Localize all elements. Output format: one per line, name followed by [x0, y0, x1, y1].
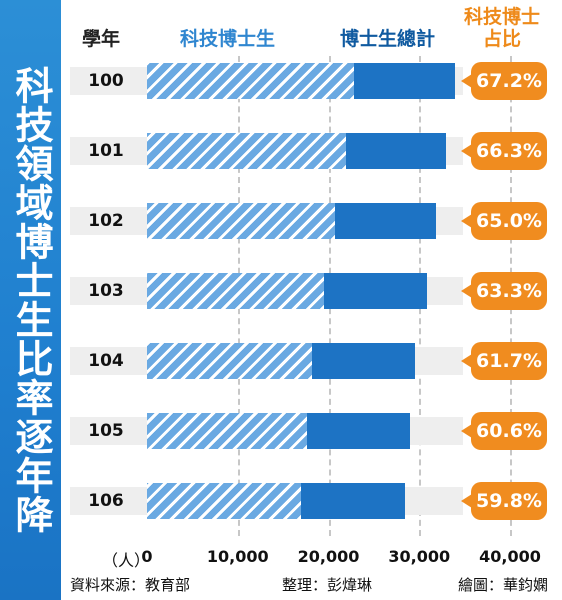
axis-unit-label: （人）: [102, 551, 151, 570]
x-tick-label: 0: [141, 547, 153, 566]
year-label: 104: [88, 351, 124, 371]
year-label: 103: [88, 281, 124, 301]
share-badge: 66.3%: [461, 132, 547, 170]
bar-tech-phd: [147, 133, 346, 169]
year-label: 101: [88, 141, 124, 161]
bar-tech-phd: [147, 63, 354, 99]
x-tick-label: 30,000: [388, 547, 451, 566]
header-total-phd: 博士生總計: [340, 28, 436, 50]
share-badge: 60.6%: [461, 412, 547, 450]
bar-tech-phd: [147, 273, 324, 309]
footer-editor: 整理：彭煒琳: [282, 576, 373, 594]
share-badge: 67.2%: [461, 62, 547, 100]
bar-tech-phd: [147, 483, 302, 519]
header-tech-phd: 科技博士生: [180, 28, 276, 50]
header-year: 學年: [82, 28, 121, 50]
share-badge: 61.7%: [461, 342, 547, 380]
share-badge: 65.0%: [461, 202, 547, 240]
year-label: 102: [88, 211, 124, 231]
bar-tech-phd: [147, 203, 335, 239]
footer-source: 資料來源：教育部: [70, 576, 191, 594]
header-share: 科技博士 占比: [452, 6, 552, 50]
x-tick-label: 10,000: [206, 547, 269, 566]
share-badge: 63.3%: [461, 272, 547, 310]
share-badge: 59.8%: [461, 482, 547, 520]
year-label: 105: [88, 421, 124, 441]
x-tick-label: 40,000: [479, 547, 541, 566]
chart-title: 科技領域博士生比率逐年降: [9, 66, 53, 534]
year-label: 100: [88, 71, 124, 91]
x-tick-label: 20,000: [297, 547, 360, 566]
header-share-line2: 占比: [482, 28, 521, 50]
bar-tech-phd: [147, 413, 307, 449]
footer-artist: 繪圖：華鈞嫻: [458, 576, 549, 594]
header-share-line1: 科技博士: [463, 6, 540, 28]
title-sidebar: 科技領域博士生比率逐年降: [0, 0, 61, 600]
year-label: 106: [88, 491, 124, 511]
bar-tech-phd: [147, 343, 313, 379]
